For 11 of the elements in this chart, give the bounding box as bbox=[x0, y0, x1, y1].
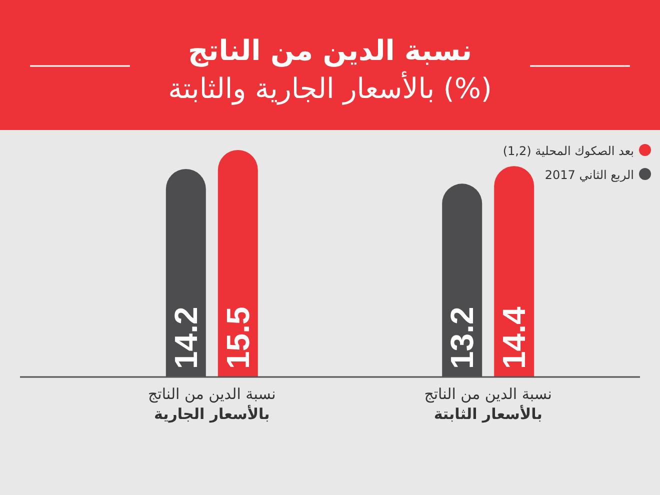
legend-label: بعد الصكوك المحلية (1,2) bbox=[502, 144, 634, 158]
data-label: 13.2 bbox=[444, 306, 480, 369]
data-label: 14.2 bbox=[168, 306, 204, 369]
data-label: 14.4 bbox=[496, 306, 532, 369]
data-label: 15.5 bbox=[220, 306, 256, 369]
bar bbox=[494, 166, 534, 377]
x-tick-label: نسبة الدين من الناتج بالأسعار الجارية bbox=[148, 385, 276, 423]
legend-label: الربع الثاني 2017 bbox=[544, 168, 634, 182]
chart-title: نسبة الدين من الناتج بالأسعار الجارية والثابتة (%) bbox=[168, 34, 492, 105]
x-tick-label: نسبة الدين من الناتج بالأسعار الثابتة bbox=[424, 385, 552, 423]
bar bbox=[218, 150, 258, 377]
